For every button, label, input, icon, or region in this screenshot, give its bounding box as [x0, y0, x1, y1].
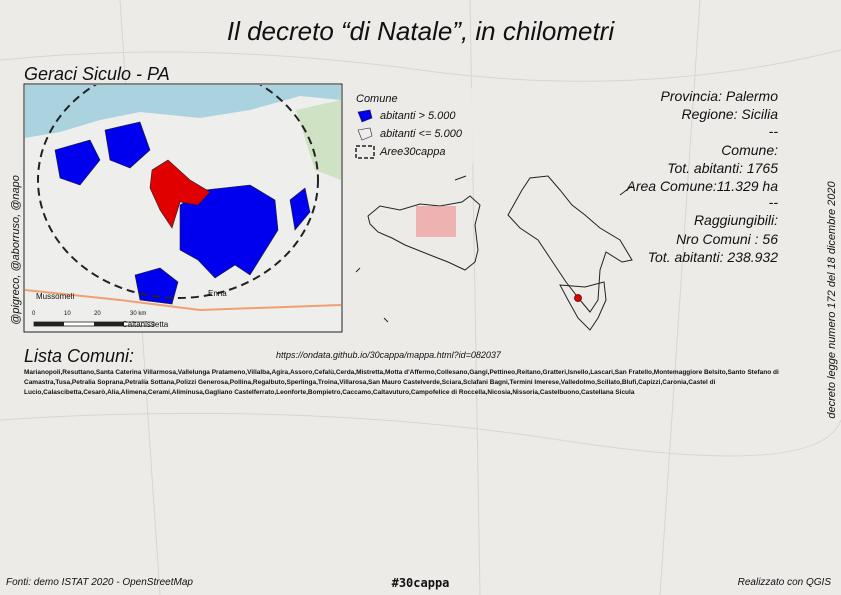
sources: Fonti: demo ISTAT 2020 - OpenStreetMap	[6, 577, 193, 588]
info-line: --	[768, 123, 778, 139]
legend-item: abitanti > 5.000	[380, 110, 456, 122]
legend-item: abitanti <= 5.000	[380, 128, 462, 140]
info-line: --	[768, 194, 778, 210]
info-line: Provincia: Palermo	[660, 88, 779, 104]
map-label: Caltanissetta	[122, 320, 169, 329]
map-label: Enna	[208, 289, 227, 298]
title: Il decreto “di Natale”, in chilometri	[226, 16, 615, 46]
list-title: Lista Comuni:	[24, 346, 135, 366]
list-url: https://ondata.github.io/30cappa/mappa.h…	[276, 350, 501, 360]
info-line: Tot. abitanti: 1765	[667, 160, 778, 176]
map-label: Mussomeli	[36, 292, 75, 301]
scale-label: 30 km	[130, 311, 147, 317]
list-text: Marianopoli,Resuttano,Santa Caterina Vil…	[24, 369, 779, 396]
info-line: Regione: Sicilia	[681, 106, 779, 122]
scale-label: 20	[94, 311, 101, 317]
hashtag: #30cappa	[391, 576, 450, 590]
credits: @pigreco, @aborruso, @napo	[10, 175, 22, 325]
info-line: Tot. abitanti: 238.932	[647, 249, 778, 265]
legend-title: Comune	[356, 93, 398, 105]
info-line: Raggiungibili:	[693, 212, 778, 228]
scale-label: 10	[64, 311, 71, 317]
info-line: Comune:	[721, 142, 778, 158]
software: Realizzato con QGIS	[737, 577, 831, 588]
decree-note: decreto legge numero 172 del 18 dicembre…	[826, 181, 838, 419]
info-line: Area Comune:11.329 ha	[626, 178, 778, 194]
info-line: Nro Comuni : 56	[676, 231, 778, 247]
subtitle: Geraci Siculo - PA	[24, 64, 170, 84]
scale-label: 0	[32, 311, 36, 317]
legend-item: Aree30cappa	[380, 146, 446, 158]
